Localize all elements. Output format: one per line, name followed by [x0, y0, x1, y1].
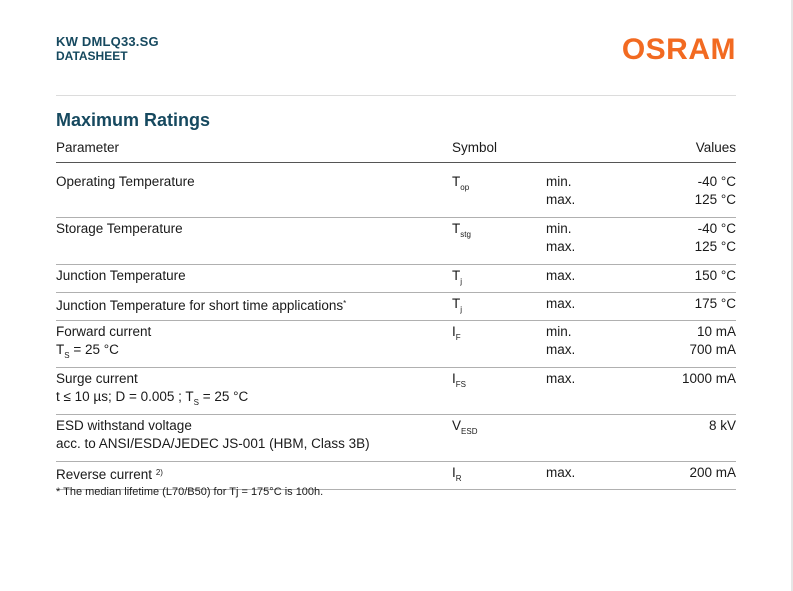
product-name: KW DMLQ33.SG [56, 34, 159, 49]
header-values: Values [636, 133, 736, 163]
parameter-cell: ESD withstand voltage acc. to ANSI/ESDA/… [56, 414, 452, 462]
value-cell: 8 kV [636, 414, 736, 462]
document-header: KW DMLQ33.SG DATASHEET [56, 34, 159, 64]
parameter-cell: Junction Temperature for short time appl… [56, 292, 452, 321]
limit-cell [546, 414, 636, 462]
symbol-cell: IF [452, 320, 546, 368]
value-cell: 10 mA 700 mA [636, 320, 736, 368]
condition-text: t ≤ 10 µs; D = 0.005 ; TS = 25 °C [56, 389, 249, 407]
footnote: * The median lifetime (L70/B50) for Tj =… [56, 486, 324, 498]
header-parameter: Parameter [56, 133, 452, 163]
document-type: DATASHEET [56, 49, 128, 63]
header-divider [56, 95, 736, 96]
section-title: Maximum Ratings [56, 110, 211, 130]
value-cell: 1000 mA [636, 367, 736, 415]
parameter-cell: Surge current t ≤ 10 µs; D = 0.005 ; TS … [56, 367, 452, 415]
condition-text: TS = 25 °C [56, 342, 119, 360]
limit-cell: max. [546, 292, 636, 321]
limit-cell: min. max. [546, 162, 636, 218]
condition-text: acc. to ANSI/ESDA/JEDEC JS-001 (HBM, Cla… [56, 436, 370, 451]
symbol-cell: Tstg [452, 217, 546, 265]
symbol-cell: Tj [452, 264, 546, 293]
parameter-cell: Junction Temperature [56, 264, 452, 293]
table-header-row: Parameter Symbol Values [56, 133, 736, 163]
parameter-cell: Operating Temperature [56, 162, 452, 218]
symbol-cell: IR [452, 461, 546, 490]
table-row: Storage Temperature Tstg min. max. -40 °C… [56, 217, 736, 265]
limit-cell: min. max. [546, 217, 636, 265]
limit-cell: max. [546, 367, 636, 415]
table-row: Junction Temperature Tj max. 150 °C [56, 264, 736, 293]
parameter-cell: Reverse current 2) [56, 461, 452, 490]
table-row: Forward current TS = 25 °C IF min. max. 1… [56, 320, 736, 368]
osram-logo: OSRAM [621, 33, 736, 66]
page-edge [791, 0, 793, 591]
value-cell: 175 °C [636, 292, 736, 321]
symbol-cell: Top [452, 162, 546, 218]
symbol-cell: Tj [452, 292, 546, 321]
value-cell: -40 °C 125 °C [636, 217, 736, 265]
table-row: Operating Temperature Top min. max. -40 °… [56, 162, 736, 218]
table-row: ESD withstand voltage acc. to ANSI/ESDA/… [56, 414, 736, 462]
parameter-cell: Forward current TS = 25 °C [56, 320, 452, 368]
value-cell: 150 °C [636, 264, 736, 293]
header-symbol: Symbol [452, 133, 546, 163]
table-row: Junction Temperature for short time appl… [56, 292, 736, 321]
symbol-cell: VESD [452, 414, 546, 462]
value-cell: 200 mA [636, 461, 736, 490]
table-row: Surge current t ≤ 10 µs; D = 0.005 ; TS … [56, 367, 736, 415]
maximum-ratings-table: Parameter Symbol Values Operating Temper… [56, 133, 736, 490]
limit-cell: min. max. [546, 320, 636, 368]
value-cell: -40 °C 125 °C [636, 162, 736, 218]
symbol-cell: IFS [452, 367, 546, 415]
limit-cell: max. [546, 264, 636, 293]
limit-cell: max. [546, 461, 636, 490]
parameter-cell: Storage Temperature [56, 217, 452, 265]
table-row: Reverse current 2) IR max. 200 mA [56, 461, 736, 490]
